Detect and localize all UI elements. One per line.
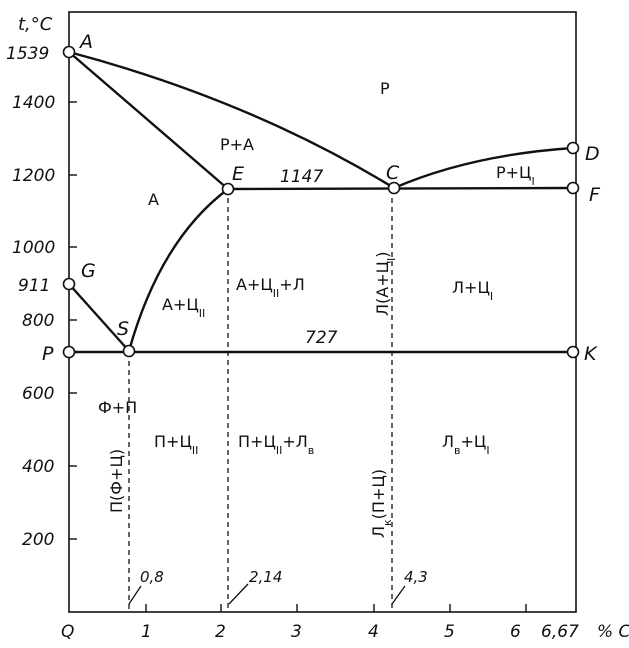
x-tick-2: 2 [215, 622, 226, 642]
y-tick-1200: 1200 [12, 166, 55, 186]
x-tick-5: 5 [444, 622, 455, 642]
x-tick-4: 4 [368, 622, 379, 642]
line-gs [67, 282, 131, 353]
composition-label-214: 2,14 [249, 568, 282, 586]
point-c-marker [387, 181, 401, 195]
point-a-marker [62, 45, 76, 59]
solidus-ae [67, 50, 230, 191]
region-pearlite-cementite2: П+ЦII [154, 432, 198, 457]
eutectic-line-ecf [226, 186, 575, 191]
region-ledeburite-cementite1: Л+ЦI [452, 278, 493, 303]
point-e-label: E [232, 163, 244, 185]
point-p-label: P [42, 343, 54, 365]
region-liquid: Р [380, 79, 390, 98]
point-g-marker [62, 277, 76, 291]
y-tick-1400: 1400 [12, 93, 55, 113]
y-tick-200: 200 [22, 530, 54, 550]
y-tick-1539: 1539 [6, 44, 49, 64]
point-e-marker [221, 182, 235, 196]
x-tick-667: 6,67 [541, 622, 579, 642]
liquidus-cd [392, 146, 575, 190]
composition-markers [128, 583, 406, 605]
y-tick-911: 911 [18, 276, 50, 296]
region-austenite-cementite2: А+ЦII [162, 295, 205, 320]
region-austenite-cementite2-ledeburite: А+ЦII+Л [236, 275, 305, 300]
y-tick-600: 600 [22, 384, 54, 404]
point-p-marker [62, 345, 76, 359]
y-tick-marks [69, 101, 77, 540]
key-points [62, 45, 580, 359]
phase-boundaries [67, 50, 575, 354]
y-tick-1000: 1000 [12, 238, 55, 258]
point-s-marker [122, 344, 136, 358]
point-g-label: G [81, 260, 96, 282]
liquidus-ac [67, 50, 396, 190]
y-tick-800: 800 [22, 311, 54, 331]
x-tick-1: 1 [141, 622, 152, 642]
y-tick-400: 400 [22, 457, 54, 477]
line-es [127, 187, 230, 353]
point-c-label: C [386, 162, 400, 184]
region-transformed-ledeburite-cementite1: Лв+ЦI [442, 432, 490, 457]
y-axis-unit: t,°C [18, 14, 53, 35]
point-k-marker [566, 345, 580, 359]
composition-dashed-lines [128, 189, 393, 610]
vertical-label-ledeburite-a-c: Л(А+ЦI) [373, 251, 398, 316]
point-s-label: S [117, 318, 129, 340]
point-f-marker [566, 181, 580, 195]
x-tick-q: Q [61, 622, 74, 642]
region-austenite: А [148, 190, 159, 209]
eutectic-temp-label: 1147 [280, 167, 323, 187]
point-f-label: F [589, 184, 601, 206]
composition-label-08: 0,8 [140, 568, 164, 586]
x-axis-unit: % C [597, 622, 629, 642]
x-tick-3: 3 [291, 622, 302, 642]
point-d-label: D [585, 143, 600, 165]
region-liquid-austenite: Р+А [220, 135, 254, 154]
region-pearlite-cementite2-ledeburite: П+ЦII+Лв [238, 432, 314, 457]
region-liquid-cementite: Р+ЦI [496, 163, 535, 188]
vertical-label-ledeburite-k: Лк(П+Ц) [369, 469, 394, 538]
composition-label-43: 4,3 [404, 568, 428, 586]
point-a-label: A [78, 31, 93, 53]
region-ferrite-pearlite: Ф+П [98, 398, 137, 417]
x-tick-marks [145, 604, 527, 612]
plot-frame [68, 11, 577, 613]
point-d-marker [566, 141, 580, 155]
x-tick-6: 6 [510, 622, 521, 642]
point-k-label: K [584, 343, 598, 365]
eutectoid-temp-label: 727 [305, 328, 338, 348]
vertical-label-pearlite-f-c: П(Ф+Ц) [107, 449, 126, 513]
